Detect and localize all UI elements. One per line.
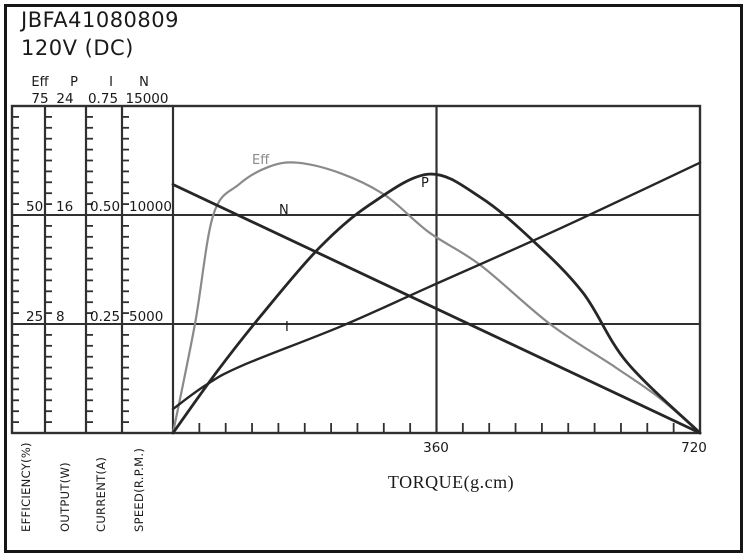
y-axis-title-output: OUTPUT(W)	[58, 462, 72, 532]
axis-symbol-n: N	[139, 75, 149, 90]
x-axis-title: TORQUE(g.cm)	[387, 472, 515, 492]
curve-label-p: P	[421, 176, 429, 191]
scale-eff-25: 25	[26, 309, 44, 325]
x-tick-720: 720	[681, 440, 707, 456]
scale-i-050: 0.50	[90, 199, 121, 215]
scale-i-025: 0.25	[90, 309, 121, 325]
curve-label-i: I	[285, 320, 289, 335]
scale-p-8: 8	[56, 309, 65, 325]
axis-max-n: 15000	[125, 91, 169, 107]
y-axis-title-current: CURRENT(A)	[94, 456, 108, 532]
curve-label-eff: Eff	[252, 153, 270, 168]
figure-border	[4, 4, 743, 553]
axis-symbol-eff: Eff	[31, 75, 49, 90]
axis-max-p: 24	[56, 91, 74, 107]
y-axis-title-efficiency: EFFICIENCY(%)	[19, 442, 33, 532]
axis-max-i: 0.75	[87, 91, 119, 107]
curve-p	[171, 172, 702, 435]
curve-i	[171, 161, 702, 411]
page-subtitle: 120V (DC)	[21, 36, 134, 60]
scale-n-5000: 5000	[129, 309, 164, 325]
axis-symbol-p: P	[70, 75, 78, 90]
page-title: JBFA41080809	[21, 8, 180, 32]
x-tick-360: 360	[423, 440, 449, 456]
axis-symbol-i: I	[109, 75, 113, 90]
axis-max-eff: 75	[31, 91, 49, 107]
curve-label-n: N	[279, 203, 289, 218]
scale-n-10000: 10000	[129, 199, 172, 215]
curve-eff	[171, 161, 702, 435]
scale-p-16: 16	[56, 199, 74, 215]
curve-n	[171, 183, 702, 435]
y-axis-title-speed: SPEED(R.P.M.)	[132, 447, 146, 532]
scale-eff-50: 50	[26, 199, 44, 215]
